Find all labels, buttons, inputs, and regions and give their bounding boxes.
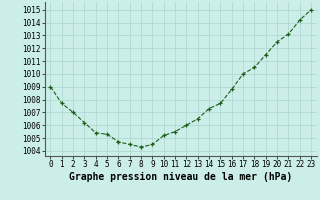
X-axis label: Graphe pression niveau de la mer (hPa): Graphe pression niveau de la mer (hPa) [69,172,292,182]
